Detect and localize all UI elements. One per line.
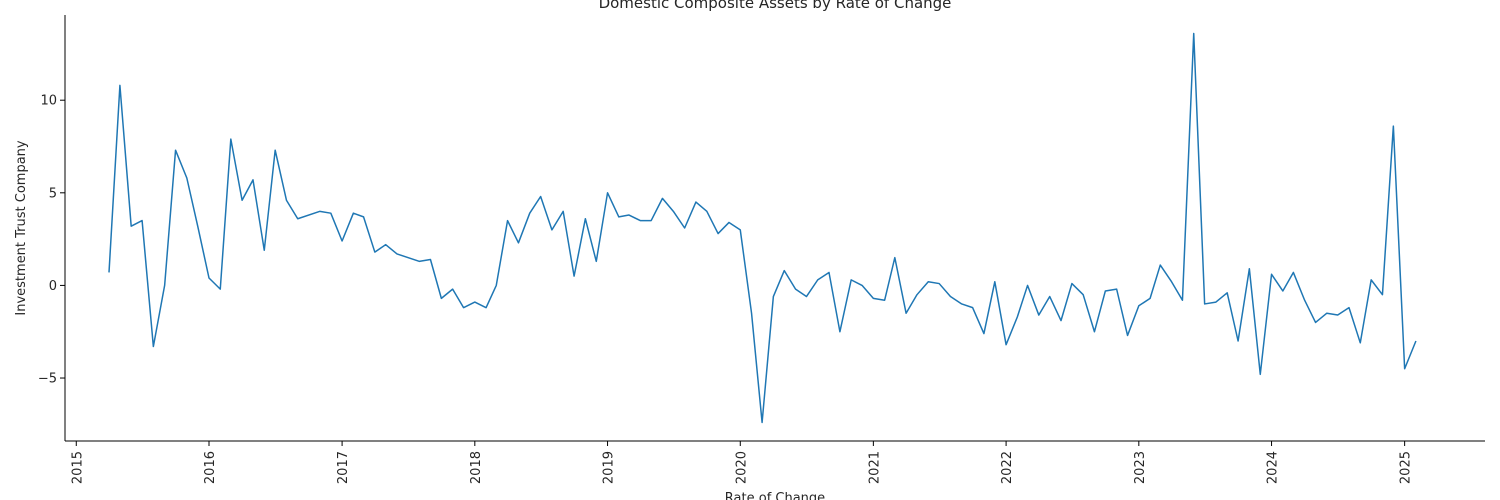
y-tick-label: 10 <box>40 94 57 109</box>
y-axis-ticks: −5 0 5 10 <box>38 94 65 387</box>
data-points <box>108 33 1417 423</box>
x-tick-label: 2019 <box>602 451 617 484</box>
x-tick-label: 2023 <box>1133 451 1148 484</box>
y-tick-label: −5 <box>38 372 57 387</box>
series-line <box>108 32 1417 424</box>
x-tick-label: 2017 <box>336 451 351 484</box>
x-tick-label: 2018 <box>469 451 484 484</box>
x-tick-label: 2016 <box>203 451 218 484</box>
x-axis-ticks: 2015 2016 2017 2018 2019 2020 2021 2022 2023 2024… <box>70 441 1414 484</box>
x-tick-label: 2020 <box>734 451 749 484</box>
x-tick-label: 2022 <box>1000 451 1015 484</box>
y-tick-label: 0 <box>49 279 57 294</box>
x-tick-label: 2025 <box>1399 451 1414 484</box>
x-tick-label: 2021 <box>867 451 882 484</box>
x-axis-label: Rate of Change <box>725 491 825 500</box>
chart-title: Domestic Composite Assets by Rate of Cha… <box>599 0 952 12</box>
y-tick-label: 5 <box>49 186 57 201</box>
x-tick-label: 2024 <box>1266 451 1281 484</box>
plot-area: 2015 2016 2017 2018 2019 2020 2021 2022 2023 2024… <box>38 15 1485 484</box>
x-tick-label: 2015 <box>70 451 85 484</box>
y-axis-label: Investment Trust Company <box>14 140 29 316</box>
